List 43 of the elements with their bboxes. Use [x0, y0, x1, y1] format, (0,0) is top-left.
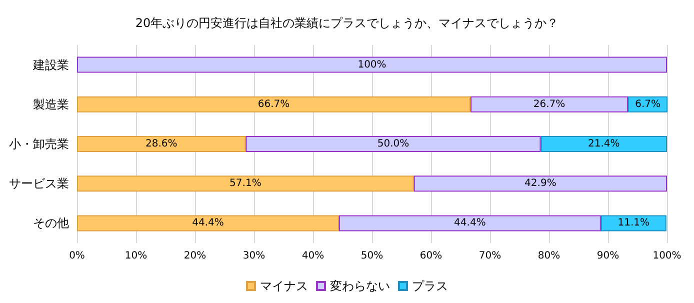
- x-tick-label: 50%: [360, 250, 384, 262]
- data-label: 100%: [358, 59, 386, 70]
- bar: [77, 215, 339, 232]
- bar: [77, 96, 471, 112]
- data-label: 44.4%: [192, 218, 224, 229]
- y-tick-label: その他: [33, 216, 69, 230]
- data-label: 44.4%: [454, 218, 486, 229]
- data-label: 57.1%: [230, 178, 262, 190]
- bar: [540, 136, 667, 152]
- bar: [77, 176, 414, 192]
- chart-title: 20年ぶりの円安進行は自社の業績にプラスでしょうか、マイナスでしょうか？: [135, 16, 559, 30]
- bar: [338, 215, 601, 232]
- bar: [77, 56, 667, 73]
- data-label: 42.9%: [524, 178, 556, 190]
- x-tick-label: 30%: [242, 250, 266, 262]
- legend-label: マイナス: [260, 279, 308, 293]
- data-label: 28.6%: [145, 138, 178, 150]
- bar: [77, 136, 246, 152]
- x-tick-label: 90%: [596, 250, 620, 262]
- x-tick-label: 20%: [184, 250, 206, 262]
- data-label: 66.7%: [258, 98, 290, 110]
- legend-label: プラス: [412, 279, 448, 293]
- bar: [246, 136, 541, 152]
- x-tick-label: 40%: [302, 250, 324, 262]
- data-label: 50.0%: [377, 138, 410, 150]
- y-tick-label: 製造業: [33, 97, 69, 112]
- x-tick-label: 80%: [538, 250, 560, 262]
- x-tick-label: 100%: [652, 250, 682, 262]
- bar: [470, 96, 628, 112]
- x-tick-label: 60%: [420, 250, 442, 262]
- y-tick-label: サービス業: [9, 176, 69, 191]
- legend-label: 変わらない: [330, 279, 390, 293]
- y-tick-label: 建設業: [32, 58, 69, 72]
- x-tick-label: 10%: [124, 250, 148, 262]
- bar: [600, 215, 666, 232]
- data-label: 26.7%: [533, 98, 566, 110]
- bar: [414, 176, 667, 192]
- x-tick-label: 0%: [69, 250, 85, 262]
- data-label: 21.4%: [588, 138, 620, 150]
- data-label: 11.1%: [618, 218, 650, 229]
- y-tick-label: 小・卸売業: [9, 137, 69, 151]
- x-tick-label: 70%: [478, 250, 502, 262]
- data-label: 6.7%: [635, 98, 660, 110]
